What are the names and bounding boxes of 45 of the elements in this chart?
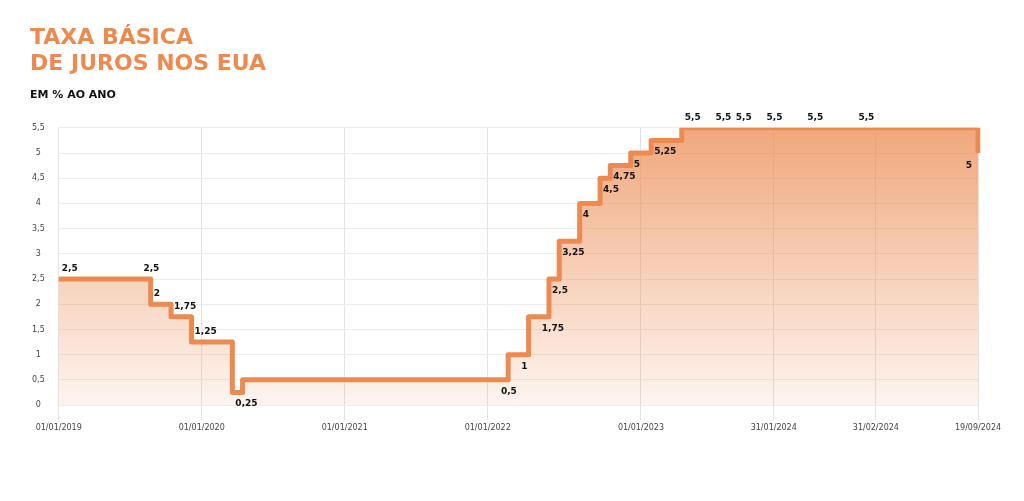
x-tick-label: 01/01/2020 bbox=[178, 423, 225, 433]
data-label: 2 bbox=[153, 288, 160, 299]
y-tick-label: 0,5 bbox=[31, 374, 45, 384]
data-label: 4 bbox=[582, 209, 589, 220]
data-label: 0,25 bbox=[235, 398, 258, 409]
data-label: 5,5 bbox=[735, 111, 752, 122]
x-tick-label: 01/01/2021 bbox=[321, 423, 368, 433]
data-label: 4,5 bbox=[603, 184, 620, 195]
data-label: 5,5 bbox=[807, 111, 824, 122]
x-tick-label: 01/01/2022 bbox=[464, 423, 511, 433]
data-label: 5,5 bbox=[715, 111, 732, 122]
y-tick-label: 1,5 bbox=[31, 324, 45, 334]
data-label: 5,5 bbox=[858, 111, 875, 122]
data-label: 5,25 bbox=[654, 146, 677, 157]
data-label: 5 bbox=[633, 158, 640, 169]
data-label: 3,25 bbox=[562, 247, 585, 258]
data-label: 5,5 bbox=[684, 111, 701, 122]
y-tick-label: 2,5 bbox=[31, 274, 45, 284]
y-tick-label: 4,5 bbox=[31, 173, 45, 183]
x-tick-label: 31/02/2024 bbox=[852, 423, 899, 433]
data-label: 1,75 bbox=[541, 322, 565, 333]
y-tick-label: 3 bbox=[35, 248, 41, 258]
x-tick-label: 31/01/2024 bbox=[750, 423, 797, 433]
y-tick-label: 5 bbox=[35, 148, 41, 158]
data-label: 1,25 bbox=[194, 325, 217, 336]
data-label: 0,5 bbox=[500, 385, 517, 396]
data-label: 1 bbox=[521, 360, 528, 371]
chart-subtitle: EM % AO ANO bbox=[30, 88, 117, 101]
data-label: 2,5 bbox=[143, 262, 160, 273]
chart-title: TAXA BÁSICA DE JUROS NOS EUA bbox=[30, 24, 267, 76]
data-label: 5,5 bbox=[766, 111, 783, 122]
data-label: 5 bbox=[965, 159, 972, 170]
x-tick-label: 01/01/2023 bbox=[617, 423, 664, 433]
data-label: 2,5 bbox=[552, 284, 568, 295]
data-label: 1,75 bbox=[174, 300, 197, 311]
x-tick-label: 19/09/2024 bbox=[954, 423, 1002, 433]
data-label: 4,75 bbox=[613, 171, 636, 182]
y-tick-label: 2 bbox=[35, 299, 41, 309]
y-tick-label: 4 bbox=[35, 198, 41, 208]
y-tick-label: 1 bbox=[35, 349, 41, 359]
y-tick-label: 3,5 bbox=[31, 223, 45, 233]
x-tick-label: 01/01/2019 bbox=[35, 423, 82, 433]
data-label: 2,5 bbox=[61, 262, 78, 273]
y-tick-label: 0 bbox=[35, 400, 41, 410]
y-tick-label: 5,5 bbox=[31, 122, 45, 132]
